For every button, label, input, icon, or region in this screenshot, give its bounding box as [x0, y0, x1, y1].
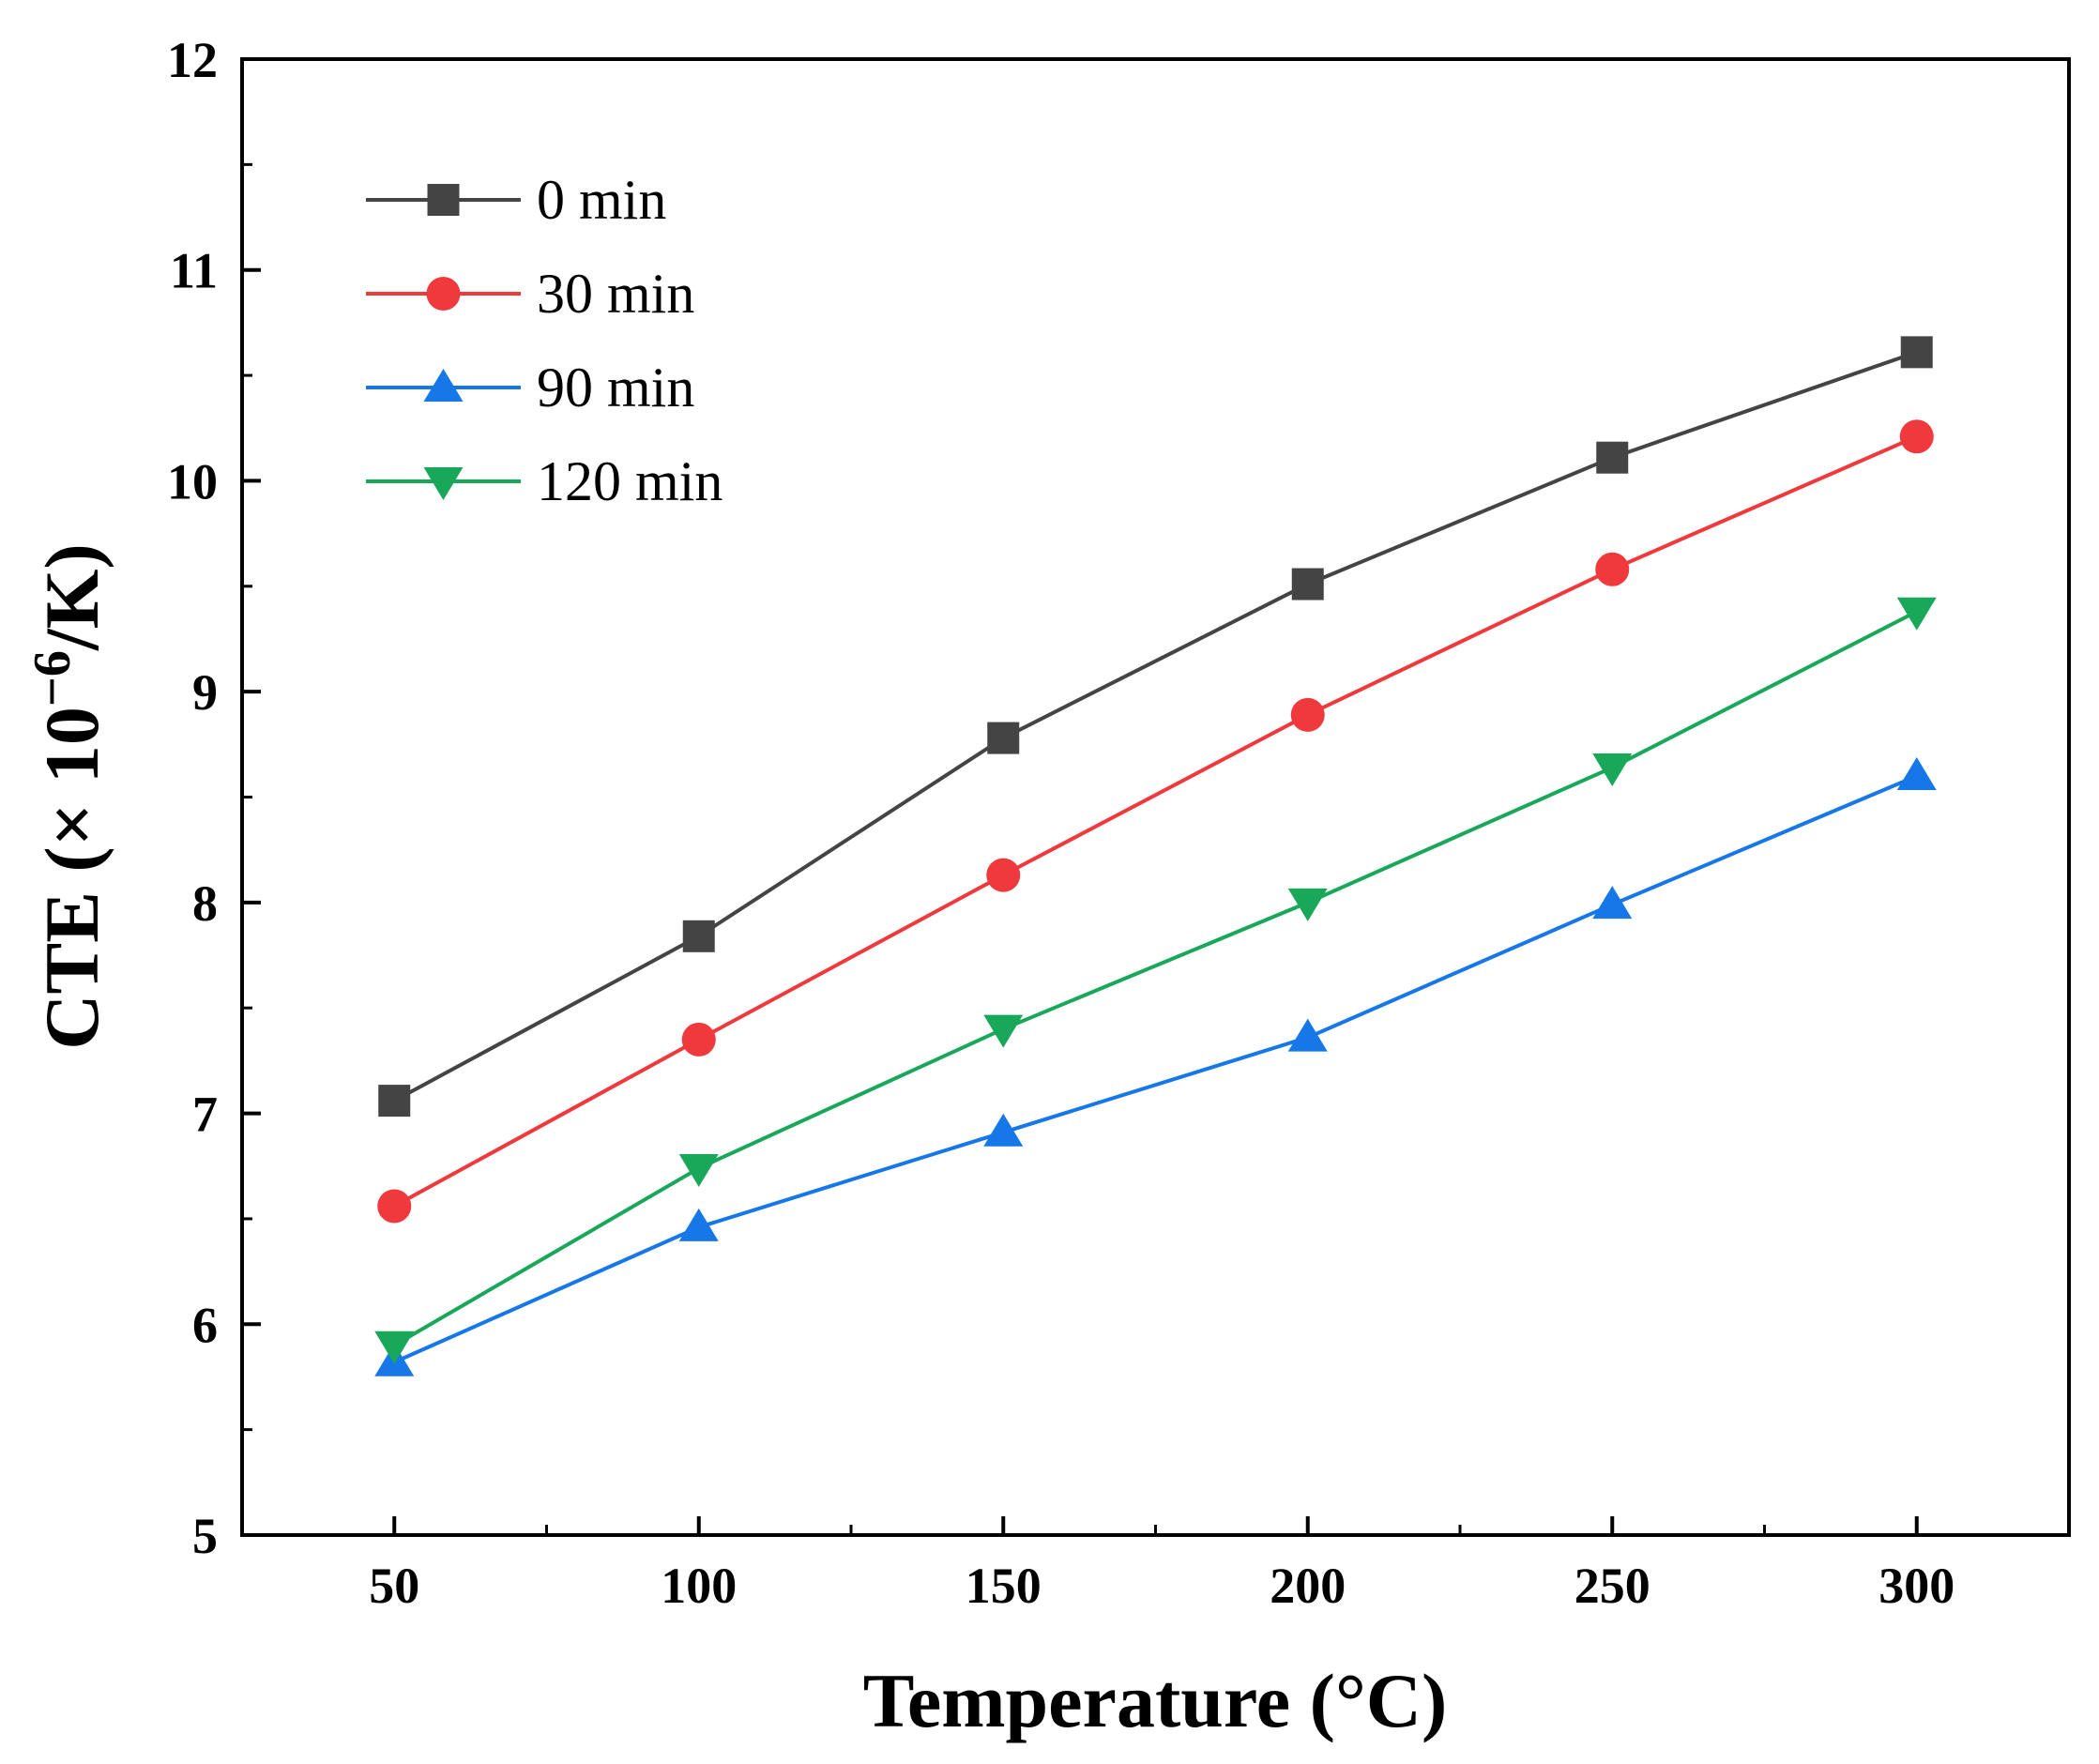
data-point-30-min [986, 858, 1021, 892]
y-tick-labels: 5 6 7 8 9 10 11 12 [167, 32, 218, 1564]
legend-item-90-min: 90 min [366, 357, 694, 418]
data-point-90-min [983, 1113, 1024, 1147]
major-ticks [242, 57, 1919, 1537]
data-point-0-min [378, 1085, 411, 1118]
data-point-90-min [678, 1208, 719, 1241]
y-tick-label: 9 [192, 664, 218, 721]
data-point-120-min [678, 1153, 719, 1187]
x-tick-label: 50 [369, 1558, 419, 1614]
data-point-120-min [1896, 597, 1937, 631]
legend-item-120-min: 120 min [366, 450, 722, 512]
data-point-0-min [987, 722, 1020, 754]
data-point-120-min [374, 1331, 415, 1364]
data-point-30-min [1899, 419, 1934, 454]
series-line-0-min [393, 350, 1918, 1102]
series-line-120-min [393, 609, 1918, 1347]
legend-marker [423, 369, 464, 402]
y-tick-label: 10 [167, 453, 218, 509]
legend-label: 90 min [537, 357, 694, 418]
x-tick-labels: 50 100 150 200 250 300 [369, 1558, 1955, 1614]
data-point-0-min [682, 920, 715, 952]
legend-item-0-min: 0 min [366, 169, 666, 231]
x-tick-label: 100 [661, 1558, 737, 1614]
data-point-120-min [983, 1014, 1024, 1048]
data-point-90-min [1896, 757, 1937, 791]
series-markers [374, 336, 1937, 1376]
legend-label: 0 min [537, 169, 666, 231]
legend: 0 min 30 min 90 min 120 min [366, 169, 722, 512]
series-lines [393, 350, 1918, 1364]
x-tick-label: 150 [966, 1558, 1042, 1614]
data-point-90-min [1592, 886, 1633, 920]
y-tick-label: 8 [192, 875, 218, 932]
x-axis-title: Temperature (°C) [863, 1658, 1448, 1743]
y-axis-title-prefix: CTE (× 10 [29, 707, 114, 1050]
data-point-0-min [1596, 441, 1629, 474]
series-line-30-min [393, 434, 1918, 1209]
x-tick-label: 300 [1878, 1558, 1955, 1614]
data-point-30-min [681, 1022, 716, 1057]
legend-label: 30 min [537, 263, 694, 325]
x-tick-label: 250 [1574, 1558, 1650, 1614]
y-tick-label: 12 [167, 32, 218, 88]
y-tick-label: 7 [192, 1087, 218, 1143]
data-point-120-min [1592, 753, 1633, 787]
legend-marker [427, 184, 460, 216]
y-tick-label: 5 [192, 1508, 218, 1564]
legend-label: 120 min [537, 450, 722, 512]
legend-item-30-min: 30 min [366, 263, 694, 325]
x-tick-label: 200 [1270, 1558, 1346, 1614]
plot-frame [240, 57, 2071, 1537]
legend-marker [423, 467, 464, 500]
legend-marker [426, 277, 461, 311]
y-axis-title: CTE (× 10−6/K) [23, 543, 114, 1049]
y-tick-label: 11 [170, 243, 218, 299]
series-line-90-min [393, 774, 1918, 1364]
data-point-30-min [1290, 697, 1325, 732]
data-point-90-min [1287, 1018, 1328, 1052]
data-point-120-min [1287, 888, 1328, 921]
data-point-30-min [377, 1189, 412, 1224]
data-point-0-min [1900, 336, 1933, 369]
y-tick-label: 6 [192, 1297, 218, 1353]
data-point-0-min [1291, 568, 1324, 601]
data-point-30-min [1595, 552, 1630, 586]
y-axis-title-superscript: −6 [23, 650, 82, 707]
y-axis-title-suffix: /K) [29, 543, 114, 651]
